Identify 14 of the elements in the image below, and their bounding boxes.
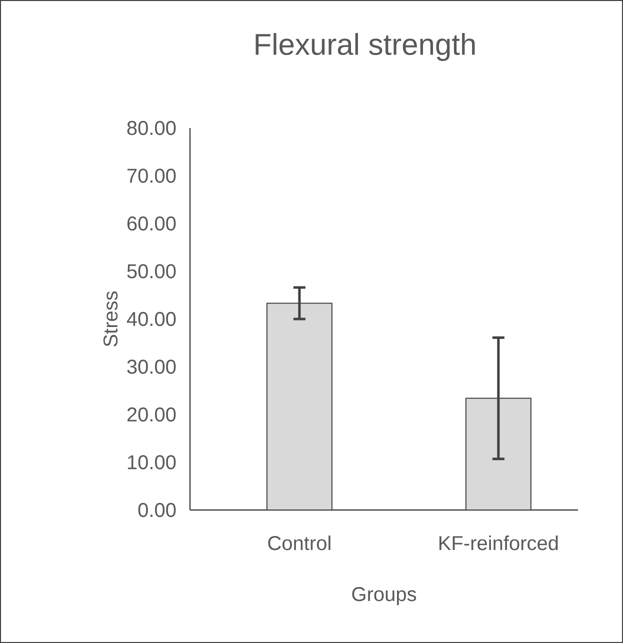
x-axis-title: Groups [352,587,416,606]
y-tick-label: 70.00 [127,168,176,183]
y-tick-label: 60.00 [127,216,176,231]
y-tick-label: 50.00 [127,264,176,278]
y-tick-label: 30.00 [127,360,176,374]
y-axis-title: Stress [103,291,118,346]
y-tick-label: 20.00 [127,407,176,422]
x-tick-label: Control [268,536,330,550]
y-tick-label: 80.00 [127,120,176,136]
x-tick-label: KF-reinforced [439,536,558,550]
y-tick-label: 0.00 [138,502,176,518]
y-tick-label: 10.00 [128,455,176,470]
chart-title: Flexural strength [256,33,475,61]
y-tick-label: 40.00 [126,312,176,326]
